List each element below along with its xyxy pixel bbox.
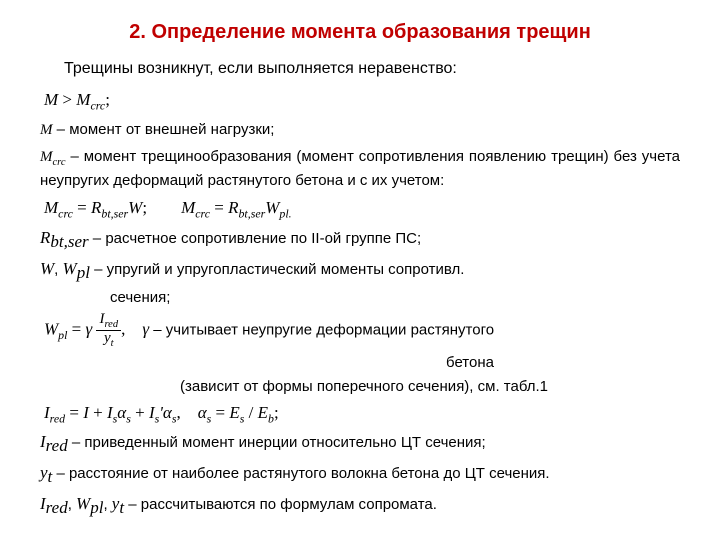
Wpl-W: W <box>44 320 58 339</box>
Ired-a2: α <box>163 403 172 422</box>
final-c2: , <box>103 496 111 513</box>
Mcrc-var: M <box>40 149 53 165</box>
eq2b-eq: = <box>210 198 228 217</box>
alpha-semi: ; <box>274 403 279 422</box>
W-definition: W, Wpl – упругий и упругопластический мо… <box>40 257 680 286</box>
Ired-eq: = <box>65 403 83 422</box>
page-title: 2. Определение момента образования трещи… <box>40 18 680 47</box>
Wpl-eq: = <box>67 320 85 339</box>
M-text: момент от внешней нагрузки; <box>69 121 274 138</box>
W-W1: W <box>40 259 54 278</box>
ineq-rhs-sub: crc <box>90 99 105 113</box>
M-var: M <box>40 122 53 138</box>
Wpl-formula-line: Wpl = γ Ired yt , γ – учитывает неупруги… <box>44 312 680 349</box>
eq2a-Rsub: bt,ser <box>101 206 128 220</box>
Ired-formula: Ired = I + Isαs + Is'αs, αs = Es / Eb; <box>44 401 680 428</box>
W-text: – упругий и упругопластический моменты с… <box>90 261 465 278</box>
Rbt-sub: bt,ser <box>50 232 88 251</box>
Ired-def-sub: red <box>46 436 68 455</box>
eq2a-sub: crc <box>58 206 73 220</box>
final-Wpl: W <box>76 494 90 513</box>
Ired-def-text: – приведенный момент инерции относительн… <box>68 434 486 451</box>
Wpl-gamma: γ <box>86 320 93 339</box>
yt-text: – расстояние от наиболее растянутого вол… <box>52 465 549 482</box>
frac-den-y: y <box>104 330 111 346</box>
ineq-rhs-M: M <box>76 90 90 109</box>
final-c1: , <box>68 496 76 513</box>
eq2b-sub: crc <box>195 206 210 220</box>
Mcrc-text: момент трещинообразования (момент сопрот… <box>40 148 680 189</box>
eq2a-semi: ; <box>142 198 147 217</box>
Mcrc-definition: Mcrc – момент трещинообразования (момент… <box>40 146 680 192</box>
alpha-s: α <box>198 403 207 422</box>
document-page: 2. Определение момента образования трещи… <box>0 0 720 540</box>
Ired-plus1: + <box>89 403 107 422</box>
Wpl-text3: (зависит от формы поперечного сечения), … <box>180 376 680 398</box>
Wpl-text2: бетона <box>260 352 680 374</box>
final-I-sub: red <box>46 498 68 517</box>
eq2b-M: M <box>181 198 195 217</box>
eq2a-R: R <box>91 198 101 217</box>
W-definition-line2: сечения; <box>110 287 680 309</box>
gap <box>151 198 177 217</box>
eq2a-eq: = <box>73 198 91 217</box>
Rbt-R: R <box>40 228 50 247</box>
M-dash: – <box>53 121 70 138</box>
eq2b-Wsub: pl. <box>279 206 291 220</box>
final-text: – рассчитываются по формулам сопромата. <box>124 496 437 513</box>
Rbt-definition: Rbt,ser – расчетное сопротивление по II-… <box>40 226 680 255</box>
ineq-lhs: M <box>44 90 58 109</box>
ineq-gt: > <box>62 90 72 109</box>
W-comma: , <box>54 261 62 278</box>
Ired-a1: α <box>117 403 126 422</box>
Mcrc-sub: crc <box>53 157 66 168</box>
Wpl-gamma2: γ <box>142 320 149 339</box>
eq2b-W: W <box>265 198 279 217</box>
alpha-eq: = <box>211 403 229 422</box>
W-W2: W <box>63 259 77 278</box>
yt-y: y <box>40 463 48 482</box>
eq2a-M: M <box>44 198 58 217</box>
Ired-sub: red <box>50 411 65 425</box>
alpha-Es: E <box>229 403 239 422</box>
final-line: Ired, Wpl, yt – рассчитываются по формул… <box>40 492 680 521</box>
Rbt-text: – расчетное сопротивление по II-ой групп… <box>89 230 422 247</box>
eq2b-Rsub: bt,ser <box>238 206 265 220</box>
eq2a-W: W <box>128 198 142 217</box>
Wpl-frac: Ired yt <box>96 312 121 349</box>
W-W2sub: pl <box>77 263 90 282</box>
yt-definition: yt – расстояние от наиболее растянутого … <box>40 461 680 490</box>
final-Wpl-sub: pl <box>90 498 103 517</box>
Ired-definition: Ired – приведенный момент инерции относи… <box>40 430 680 459</box>
ineq-semi: ; <box>105 90 110 109</box>
frac-den-sub: t <box>111 338 114 349</box>
Ired-comma: , <box>176 403 197 422</box>
eq2b-R: R <box>228 198 238 217</box>
Ired-plus2: + <box>131 403 149 422</box>
intro-text: Трещины возникнут, если выполняется нера… <box>64 57 680 80</box>
alpha-div: / <box>244 403 257 422</box>
frac-num-sub: red <box>104 319 118 330</box>
inequality-formula: M > Mcrc; <box>44 88 680 115</box>
Wpl-text1: – учитывает неупругие деформации растяну… <box>153 322 494 339</box>
Mcrc-dash: – <box>66 148 84 165</box>
Wpl-comma2: , <box>121 320 142 339</box>
alpha-Eb: E <box>258 403 268 422</box>
Mcrc-formula: Mcrc = Rbt,serW; Mcrc = Rbt,serWpl. <box>44 196 680 223</box>
M-definition: M – момент от внешней нагрузки; <box>40 119 680 142</box>
